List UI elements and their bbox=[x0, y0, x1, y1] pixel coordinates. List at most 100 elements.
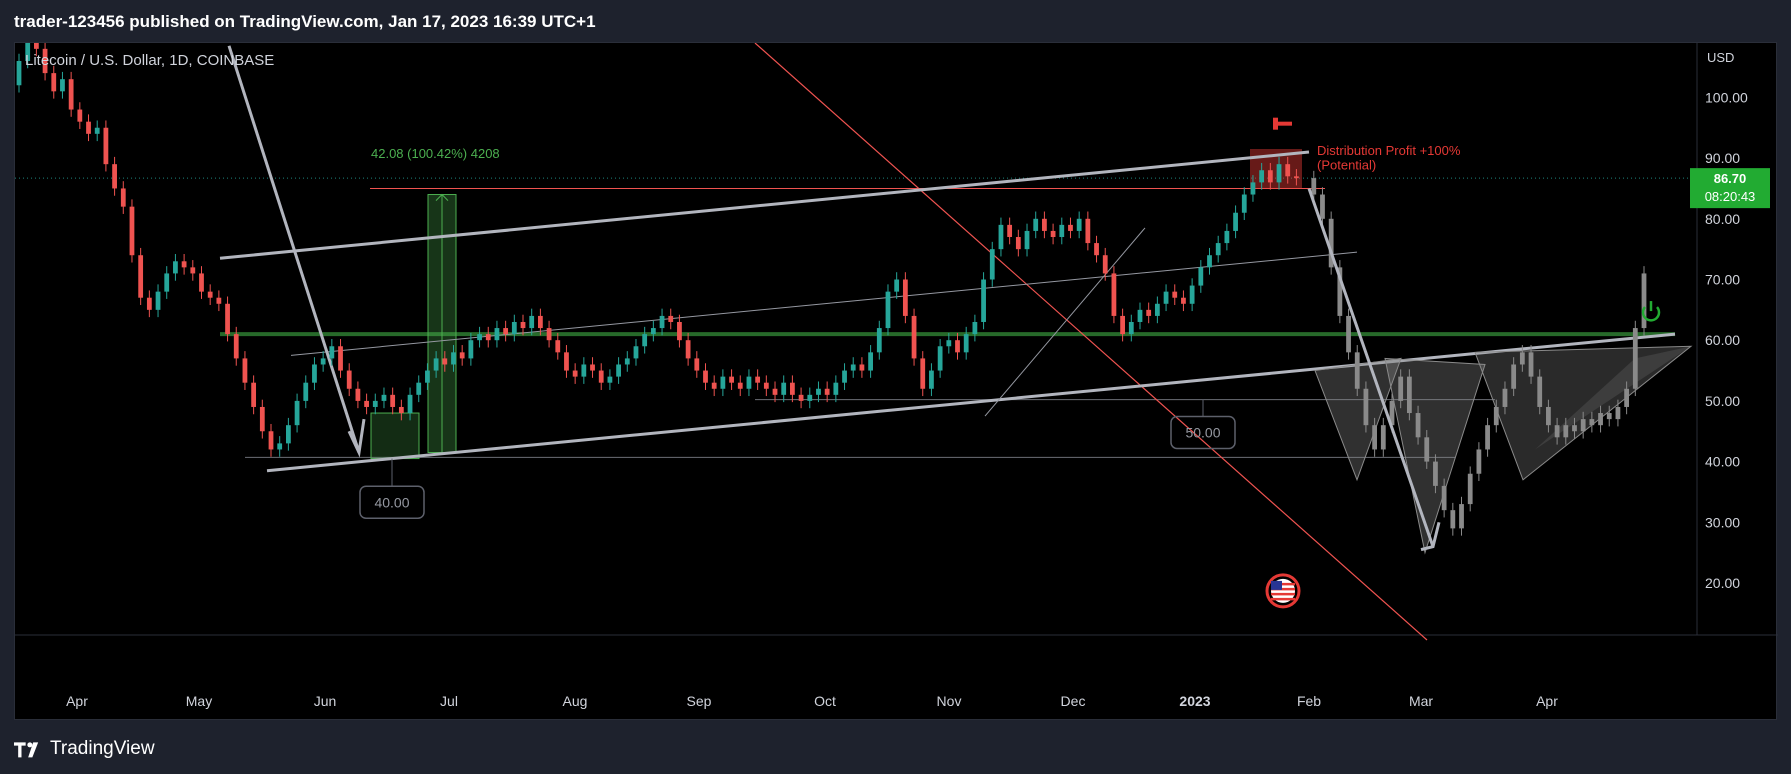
projection-arrow-head bbox=[1420, 521, 1441, 552]
projected-candle-body bbox=[1546, 406, 1551, 426]
candle-body bbox=[477, 334, 482, 341]
candle-body bbox=[86, 121, 91, 134]
candle-body bbox=[1111, 273, 1117, 316]
candle-body bbox=[1146, 309, 1152, 316]
channel-upper bbox=[219, 150, 1310, 260]
y-tick-label: 90.00 bbox=[1705, 150, 1740, 166]
candle-body bbox=[1059, 224, 1065, 238]
candle-body bbox=[677, 321, 682, 341]
candle-body bbox=[607, 376, 613, 383]
tradingview-logo[interactable]: TradingView bbox=[14, 738, 155, 760]
x-tick-label: Jun bbox=[314, 693, 337, 709]
projected-candle-body bbox=[1528, 352, 1534, 377]
bar-countdown: 08:20:43 bbox=[1705, 189, 1756, 204]
brand-name: TradingView bbox=[50, 738, 155, 759]
channel-lower bbox=[266, 332, 1676, 473]
projected-candle-body bbox=[1632, 328, 1638, 389]
projected-candle-body bbox=[1406, 376, 1412, 414]
candle-body bbox=[746, 376, 752, 389]
candle-body bbox=[538, 315, 543, 329]
chart-area[interactable]: 42.08 (100.42%) 4208 40.00 50.00 Distribut… bbox=[14, 42, 1778, 721]
candle-body bbox=[16, 60, 22, 86]
channel-mid bbox=[290, 251, 1358, 356]
y-tick-label: 70.00 bbox=[1705, 272, 1740, 288]
candle-body bbox=[60, 79, 65, 92]
projected-candle-body bbox=[1624, 388, 1630, 407]
candle-body bbox=[451, 352, 456, 365]
candle-body bbox=[1076, 218, 1082, 231]
candle-body bbox=[407, 394, 413, 414]
candle-body bbox=[381, 394, 387, 401]
candle-body bbox=[1259, 170, 1265, 183]
candle-body bbox=[225, 303, 230, 335]
projected-candle-body bbox=[1598, 413, 1603, 426]
candle-body bbox=[129, 206, 135, 256]
candle-body bbox=[1137, 309, 1143, 322]
projected-candle-body bbox=[1476, 449, 1482, 474]
candle-body bbox=[703, 370, 708, 383]
candle-body bbox=[755, 376, 761, 383]
projected-candle-body bbox=[1424, 437, 1430, 462]
candle-body bbox=[1276, 164, 1282, 183]
price-chart[interactable]: 42.08 (100.42%) 4208 40.00 50.00 Distribut… bbox=[15, 43, 1778, 721]
candle-body bbox=[372, 400, 378, 407]
last-price-value: 86.70 bbox=[1714, 171, 1747, 186]
x-tick-label: 2023 bbox=[1179, 693, 1210, 709]
projected-candle-body bbox=[1311, 178, 1317, 195]
candle-body bbox=[77, 109, 83, 122]
candle-body bbox=[642, 334, 648, 347]
candle-body bbox=[303, 382, 309, 401]
projected-candle-body bbox=[1580, 419, 1586, 432]
candle-body bbox=[1042, 218, 1047, 231]
candle-body bbox=[1267, 170, 1273, 183]
candle-body bbox=[42, 48, 48, 74]
symbol-label: Litecoin / U.S. Dollar, 1D, COINBASE bbox=[25, 52, 274, 69]
x-tick-label: May bbox=[186, 693, 212, 709]
x-tick-label: Apr bbox=[66, 693, 88, 709]
candle-body bbox=[1207, 255, 1212, 268]
candle-body bbox=[937, 346, 943, 371]
candle-body bbox=[1294, 176, 1299, 179]
level-40-badge: 40.00 bbox=[374, 494, 409, 510]
candle-body bbox=[790, 382, 795, 395]
candle-body bbox=[859, 364, 865, 371]
candle-body bbox=[25, 43, 31, 61]
projected-candle-body bbox=[1389, 400, 1395, 426]
y-tick-label: 60.00 bbox=[1705, 332, 1740, 348]
candle-body bbox=[868, 352, 873, 371]
candle-body bbox=[190, 267, 196, 274]
projected-candle-body bbox=[1511, 364, 1517, 389]
candle-body bbox=[1128, 321, 1134, 335]
candle-body bbox=[963, 334, 969, 353]
candle-body bbox=[833, 382, 839, 395]
candle-body bbox=[981, 279, 986, 322]
candle-body bbox=[1189, 285, 1195, 304]
candle-body bbox=[1224, 230, 1230, 244]
candle-body bbox=[277, 443, 283, 450]
candle-body bbox=[529, 315, 535, 329]
candle-body bbox=[1233, 212, 1238, 231]
level-40-badge-frame bbox=[359, 485, 425, 520]
candle-body bbox=[94, 127, 100, 134]
candle-body bbox=[68, 79, 74, 110]
candle-body bbox=[103, 127, 109, 165]
candle-body bbox=[503, 328, 509, 335]
y-tick-label: 50.00 bbox=[1705, 393, 1740, 409]
last-price-badge bbox=[1690, 168, 1770, 209]
descending-trendline bbox=[754, 43, 1428, 641]
projected-candle-body bbox=[1554, 425, 1560, 438]
candle-body bbox=[1050, 230, 1056, 238]
candle-body bbox=[494, 328, 500, 341]
candle-body bbox=[259, 406, 265, 432]
candle-body bbox=[1024, 230, 1030, 250]
candles-layer bbox=[16, 43, 1299, 457]
projected-candle-body bbox=[1563, 425, 1569, 438]
candle-body bbox=[616, 364, 621, 377]
projected-candle-body bbox=[1615, 406, 1621, 420]
candle-body bbox=[1015, 237, 1021, 250]
candle-body bbox=[120, 188, 126, 207]
candle-body bbox=[511, 321, 517, 335]
projected-candle-body bbox=[1398, 376, 1404, 401]
projected-candle-body bbox=[1363, 388, 1369, 426]
candle-body bbox=[685, 340, 691, 359]
